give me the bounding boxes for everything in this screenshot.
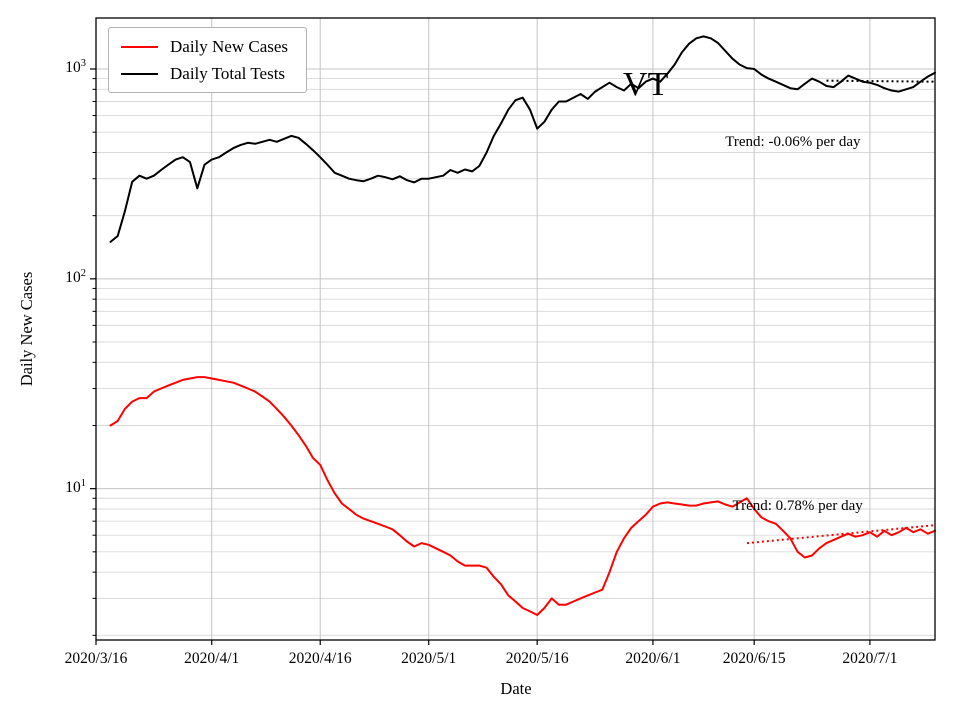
legend: Daily New Cases Daily Total Tests <box>108 27 308 93</box>
trend-line-1 <box>746 524 936 545</box>
y-tick-label: 103 <box>65 57 86 77</box>
y-tick-label: 101 <box>65 477 86 496</box>
cases-trend-label: Trend: 0.78% per day <box>732 497 863 514</box>
black-line-swatch <box>121 72 158 75</box>
trend-line-0 <box>826 79 936 83</box>
legend-item-daily-total-tests: Daily Total Tests <box>121 65 288 82</box>
y-axis-label: Daily New Cases <box>17 271 36 387</box>
series-line-0 <box>109 376 936 616</box>
y-tick-label: 102 <box>65 267 86 286</box>
x-tick-label: 2020/4/1 <box>184 650 240 667</box>
x-tick-label: 2020/5/16 <box>505 650 569 667</box>
state-label: VT <box>623 66 669 104</box>
x-tick-label: 2020/6/15 <box>722 650 786 667</box>
x-axis-label: Date <box>500 679 532 698</box>
x-tick-label: 2020/7/1 <box>842 650 898 667</box>
red-line-swatch <box>121 45 158 48</box>
series-line-1 <box>109 35 936 243</box>
legend-item-daily-new-cases: Daily New Cases <box>121 38 288 55</box>
axes-frame <box>95 17 936 641</box>
x-tick-label: 2020/6/1 <box>625 650 681 667</box>
legend-label-tests: Daily Total Tests <box>170 64 286 83</box>
x-tick-label: 2020/4/16 <box>288 650 352 667</box>
legend-label-cases: Daily New Cases <box>170 37 289 56</box>
x-tick-label: 2020/3/16 <box>64 650 128 667</box>
tests-trend-label: Trend: -0.06% per day <box>725 133 861 150</box>
x-tick-label: 2020/5/1 <box>401 650 457 667</box>
